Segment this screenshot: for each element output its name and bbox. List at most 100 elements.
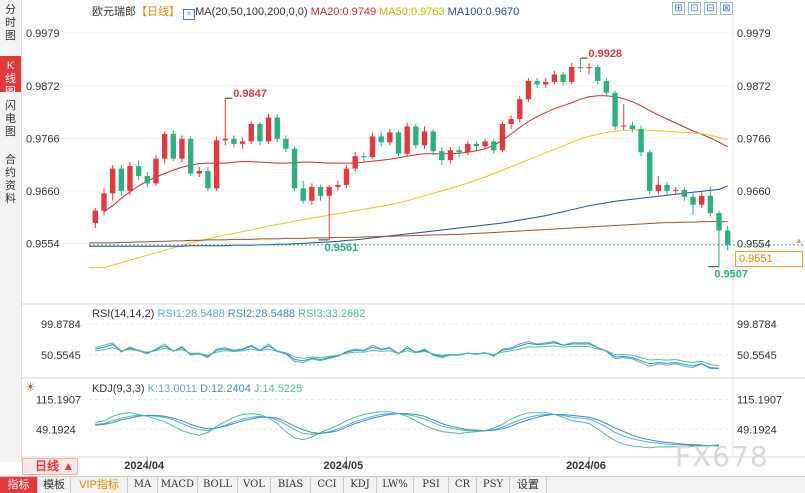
candle-body [213,140,220,189]
candle-body [153,158,159,184]
kdj-d-value: D:12.2404 [200,383,251,395]
toolbar-item-5[interactable]: BOLL [198,477,238,493]
candle-body [109,168,116,194]
candle-body [681,189,688,197]
y-tick-left: 0.9766 [26,133,60,145]
zoom-out-icon[interactable]: ⊟ [704,2,717,15]
kdj-y-tick-right: 49.1924 [737,424,777,436]
toolbar-item-3[interactable]: MA [128,477,158,493]
candle-body [231,138,237,144]
candle-body [317,186,324,196]
rsi-y-tick-right: 50.5545 [737,350,777,362]
ma-line-ma100 [89,185,728,247]
symbol-name: 欧元瑞郎 [92,6,136,18]
y-tick-left: 0.9660 [26,186,60,198]
candle-body [655,184,662,191]
candle-body [508,119,514,124]
toolbar-item-6[interactable]: VOL [238,477,271,493]
candle-body [551,74,558,82]
sidebar-tab-2[interactable]: 闪电图 [5,100,16,138]
candle-body [196,171,202,174]
y-tick-right: 0.9660 [737,186,771,198]
candle-body [612,92,618,127]
toolbar-item-14[interactable]: 设置 [510,477,547,493]
kdj-line-k [95,413,719,447]
toolbar-item-9[interactable]: KDJ [344,477,377,493]
kdj-j-value: J:14.5225 [253,383,303,395]
candle-body [724,230,731,245]
kdj-y-tick-left: 49.1924 [36,424,76,436]
candle-body [638,128,644,153]
y-tick-left: 0.9872 [26,81,60,93]
candle-body [300,188,306,201]
chart-area[interactable]: 0.9979 0.9979 0.9872 0.9872 0.9766 0.9766 0.96… [21,0,805,476]
candle-body [447,150,454,161]
indicator-settings-icon[interactable]: ☀ [25,380,36,394]
annotation-label: 0.9928 [588,48,622,60]
x-tick-label: 2024/05 [324,460,364,472]
kdj-label: KDJ(9,3,3) [92,383,145,395]
candle-body [456,150,462,153]
fit-icon[interactable]: ⊡ [688,2,701,15]
candle-body [205,171,211,189]
price-marker-icon: ▲ [795,236,803,245]
toolbar-item-0[interactable]: 指标 [0,477,38,493]
rsi1-value: RSI1:28.5488 [157,308,225,320]
candle-body [698,195,705,205]
ma-line-ma200 [89,221,728,244]
candle-body [404,126,410,154]
fullscreen-icon[interactable]: ⊠ [720,2,733,15]
sidebar-tab-3[interactable]: 合约资料 [5,154,16,205]
candle-body [170,133,176,159]
toolbar-item-7[interactable]: BIAS [271,477,311,493]
candle-body [586,67,592,69]
y-tick-right: 0.9979 [737,28,771,40]
candle-body [482,141,488,147]
candle-body [577,67,584,69]
candle-body [326,186,332,196]
candle-body [369,136,376,158]
candle-body [560,74,566,82]
candle-body [387,132,393,143]
zoom-in-icon[interactable]: ⊞ [672,2,685,15]
candle-body [343,168,350,185]
candle-body [491,141,497,151]
toolbar-item-12[interactable]: CR [449,477,477,493]
candle-body [413,126,419,146]
toolbar-item-8[interactable]: CCI [311,477,344,493]
y-tick-right: 0.9766 [737,133,771,145]
indicator-toolbar: 指标 模板 VIP指标 MA MACD BOLL VOL BIAS CCI KDJ LW% PSI CR… [0,476,805,493]
kdj-line-j [95,411,720,449]
toolbar-item-4[interactable]: MACD [158,477,198,493]
toolbar-item-1[interactable]: 模板 [38,477,71,493]
candle-body [543,81,549,85]
toolbar-item-10[interactable]: LW% [377,477,414,493]
candle-body [265,117,272,142]
candle-body [144,176,150,184]
sidebar-tab-0[interactable]: 分时图 [5,4,16,42]
x-tick-label: 2024/06 [566,460,606,472]
candle-body [673,189,679,191]
candle-body [569,67,575,82]
candle-body [378,136,384,143]
toolbar-item-2[interactable]: VIP指标 [71,477,128,493]
rsi2-value: RSI2:28.5488 [227,308,296,320]
candle-body [352,156,358,169]
candle-body [118,168,125,191]
candle-body [161,133,168,159]
candle-body [222,138,228,141]
ma-params: MA(20,50,100,200,0,0) [195,6,308,18]
rsi3-value: RSI3:33.2682 [298,308,366,320]
annotation-label: 0.9507 [714,269,748,281]
candle-body [187,138,194,174]
toolbar-item-13[interactable]: PSY [477,477,510,493]
candle-body [179,138,185,159]
period-selector[interactable]: 日线 ▲ [22,458,78,475]
candle-body [690,196,696,205]
y-tick-right: 0.9872 [737,81,771,93]
toolbar-item-11[interactable]: PSI [414,477,449,493]
candle-body [335,184,341,187]
symbol-label: 欧元瑞郎【日线】 ≈ MA(20,50,100,200,0,0) MA20:0.9… [92,3,519,20]
